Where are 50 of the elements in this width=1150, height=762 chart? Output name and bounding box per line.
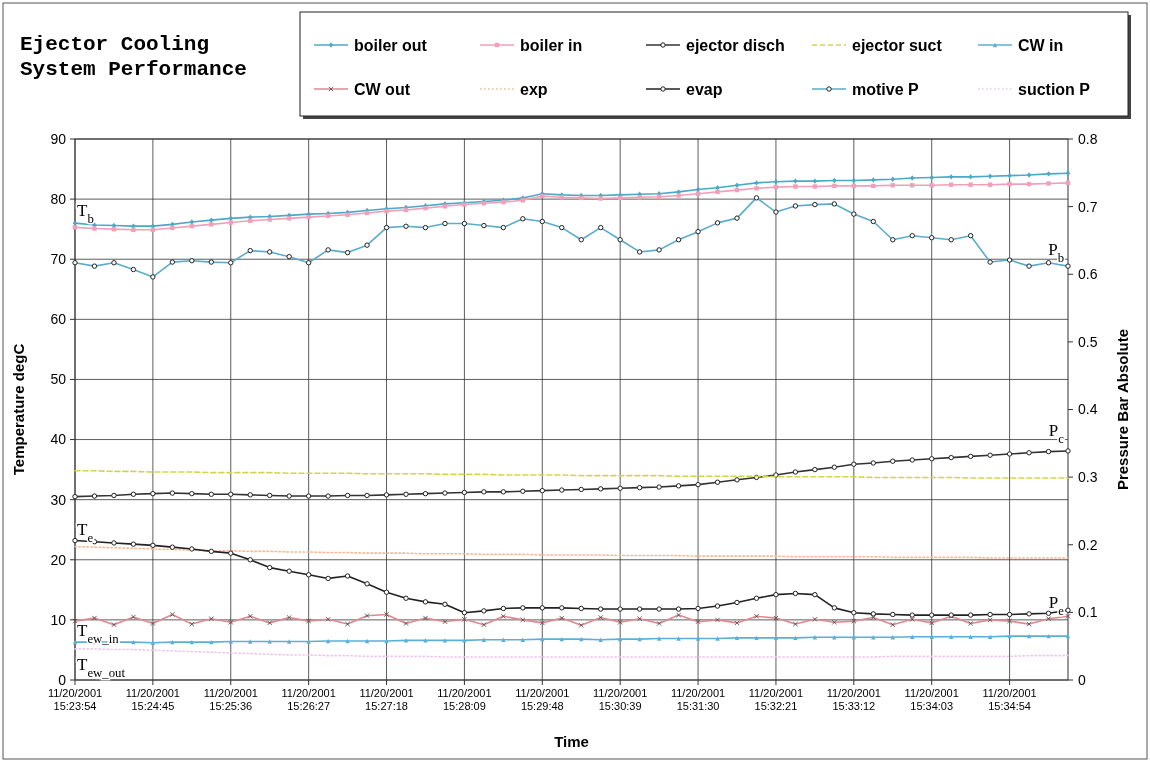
y-tick-label: 70 [50,251,67,268]
x-tick-label: 11/20/2001 15:28:09 [437,687,492,712]
y2-tick-label: 0.1 [1078,604,1098,621]
y-tick-label: 90 [50,130,67,147]
x-tick-label: 11/20/2001 15:34:54 [982,687,1037,712]
x-tick-label: 11/20/2001 15:27:18 [359,687,414,712]
chart-title: Ejector Cooling System Performance [20,33,247,81]
legend-label: ejector suct [852,36,943,54]
y2-tick-label: 0 [1078,671,1086,688]
y2-tick-label: 0.5 [1078,333,1098,350]
legend-label: suction P [1018,80,1091,98]
x-tick-label: 11/20/2001 15:31:30 [670,687,726,712]
y2-tick-label: 0.7 [1078,198,1098,215]
y2-tick-label: 0.6 [1078,266,1098,283]
y-tick-label: 40 [50,431,67,448]
legend-label: motive P [852,80,920,98]
x-tick-label: 11/20/2001 15:34:03 [904,687,959,712]
y2-axis-title: Pressure Bar Absolute [1114,328,1131,491]
y2-tick-label: 0.3 [1078,469,1098,486]
x-tick-label: 11/20/2001 15:26:27 [281,687,336,712]
legend-label: boiler in [520,36,583,54]
legend-label: ejector disch [686,36,785,54]
legend-label: evap [686,80,723,98]
x-tick-label: 11/20/2001 15:32:21 [748,687,804,712]
x-axis-title: Time [554,733,589,750]
legend-label: CW in [1018,36,1064,54]
y-tick-label: 0 [58,671,67,688]
y-axis-title: Temperature degC [10,343,27,476]
x-tick-label: 11/20/2001 15:29:48 [515,687,570,712]
y2-tick-label: 0.8 [1078,130,1098,147]
y-tick-label: 10 [50,611,67,628]
y-tick-label: 20 [50,551,67,568]
x-tick-label: 11/20/2001 15:25:36 [203,687,258,712]
y-tick-label: 80 [50,191,67,208]
legend-label: CW out [354,80,411,98]
y2-tick-label: 0.4 [1078,401,1098,418]
x-tick-label: 11/20/2001 15:30:39 [593,687,648,712]
x-tick-label: 11/20/2001 15:23:54 [47,687,103,712]
annotation: T$_{e}$ [77,520,94,545]
annotation: T$_{b}$ [77,201,94,226]
annotation: T$_{ew_out}$ [77,655,126,680]
y-tick-label: 30 [50,491,67,508]
y-tick-label: 50 [50,371,67,388]
x-tick-label: 11/20/2001 15:24:45 [125,687,181,712]
annotation: P$_{b}$ [1048,240,1064,265]
y-tick-label: 60 [50,311,67,328]
legend-label: exp [520,80,548,98]
y2-tick-label: 0.2 [1078,536,1098,553]
x-tick-label: 11/20/2001 15:33:12 [826,687,881,712]
legend-label: boiler out [354,36,428,54]
